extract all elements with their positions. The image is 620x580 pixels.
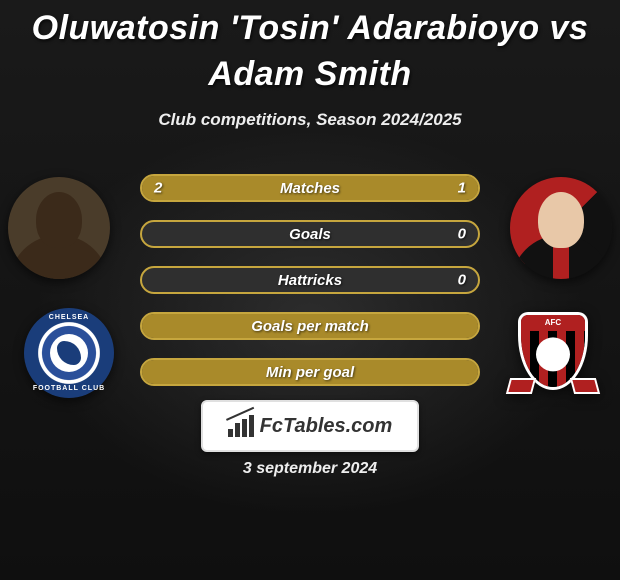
subtitle: Club competitions, Season 2024/2025 xyxy=(0,110,620,130)
page-title: Oluwatosin 'Tosin' Adarabioyo vs Adam Sm… xyxy=(0,0,620,98)
club-crest-right: AFC xyxy=(508,308,598,398)
stat-value-right: 0 xyxy=(458,226,466,243)
stat-row: Min per goal xyxy=(140,358,480,386)
stat-row: 0 Hattricks xyxy=(140,266,480,294)
stat-value-right: 1 xyxy=(458,180,466,197)
bar-chart-icon xyxy=(228,415,254,437)
stat-row: 0 Goals xyxy=(140,220,480,248)
stat-row: Goals per match xyxy=(140,312,480,340)
stat-label: Matches xyxy=(280,180,340,197)
date-text: 3 september 2024 xyxy=(0,460,620,478)
stats-container: 2 1 Matches 0 Goals 0 Hattricks Goals per match… xyxy=(140,174,480,404)
stat-label: Min per goal xyxy=(266,364,354,381)
club-crest-left: CHELSEA FOOTBALL CLUB xyxy=(24,308,114,398)
stat-value-right: 0 xyxy=(458,272,466,289)
stat-label: Goals xyxy=(289,226,331,243)
crest-right-text: AFC xyxy=(521,315,585,331)
crest-left-text-bottom: FOOTBALL CLUB xyxy=(24,385,114,392)
player-left-photo xyxy=(8,177,110,279)
stat-label: Goals per match xyxy=(251,318,369,335)
crest-left-text-top: CHELSEA xyxy=(24,314,114,321)
player-right-photo xyxy=(510,177,612,279)
site-name: FcTables.com xyxy=(260,415,393,438)
stat-label: Hattricks xyxy=(278,272,342,289)
stat-value-left: 2 xyxy=(154,180,162,197)
stat-row: 2 1 Matches xyxy=(140,174,480,202)
site-badge[interactable]: FcTables.com xyxy=(201,400,419,452)
